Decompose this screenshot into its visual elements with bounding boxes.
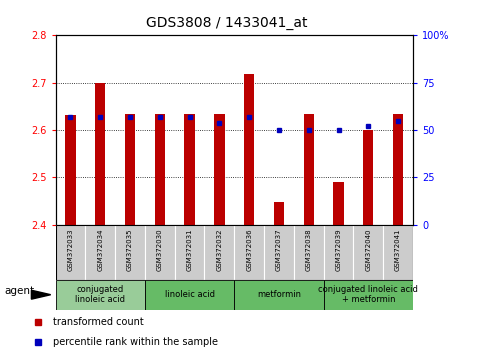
Bar	[214, 114, 225, 225]
Polygon shape	[31, 290, 51, 299]
Text: GDS3808 / 1433041_at: GDS3808 / 1433041_at	[146, 16, 308, 30]
Bar	[155, 114, 165, 225]
Bar	[234, 280, 324, 310]
Bar	[56, 280, 145, 310]
Bar	[56, 225, 85, 280]
Text: GSM372041: GSM372041	[395, 228, 401, 271]
Bar	[145, 225, 175, 280]
Text: agent: agent	[5, 286, 35, 296]
Bar	[185, 114, 195, 225]
Bar	[234, 225, 264, 280]
Text: GSM372035: GSM372035	[127, 228, 133, 271]
Text: GSM372036: GSM372036	[246, 228, 252, 271]
Text: GSM372032: GSM372032	[216, 228, 222, 271]
Text: GSM372033: GSM372033	[68, 228, 73, 271]
Text: linoleic acid: linoleic acid	[165, 290, 214, 299]
Text: transformed count: transformed count	[53, 318, 143, 327]
Bar	[363, 130, 373, 225]
Bar	[393, 114, 403, 225]
Text: GSM372040: GSM372040	[365, 228, 371, 271]
Bar	[324, 225, 354, 280]
Bar	[383, 225, 413, 280]
Bar	[324, 280, 413, 310]
Bar	[264, 225, 294, 280]
Text: metformin: metformin	[257, 290, 301, 299]
Bar	[294, 225, 324, 280]
Text: GSM372034: GSM372034	[97, 228, 103, 271]
Text: conjugated linoleic acid
+ metformin: conjugated linoleic acid + metformin	[318, 285, 418, 304]
Bar	[65, 115, 76, 225]
Text: GSM372031: GSM372031	[186, 228, 193, 271]
Bar	[303, 114, 314, 225]
Text: GSM372037: GSM372037	[276, 228, 282, 271]
Bar	[204, 225, 234, 280]
Text: conjugated
linoleic acid: conjugated linoleic acid	[75, 285, 125, 304]
Text: percentile rank within the sample: percentile rank within the sample	[53, 337, 218, 347]
Text: GSM372030: GSM372030	[157, 228, 163, 271]
Text: GSM372038: GSM372038	[306, 228, 312, 271]
Bar	[333, 182, 344, 225]
Text: GSM372039: GSM372039	[336, 228, 341, 271]
Bar	[274, 201, 284, 225]
Bar	[175, 225, 204, 280]
Bar	[125, 114, 135, 225]
Bar	[115, 225, 145, 280]
Bar	[85, 225, 115, 280]
Bar	[244, 74, 255, 225]
Bar	[95, 83, 105, 225]
Bar	[354, 225, 383, 280]
Bar	[145, 280, 234, 310]
